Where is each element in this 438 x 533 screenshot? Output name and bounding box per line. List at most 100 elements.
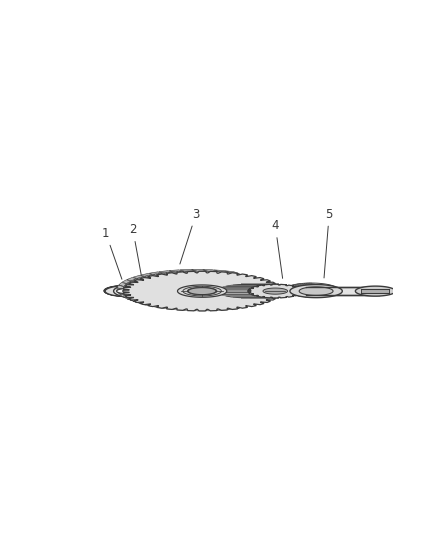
Polygon shape (141, 301, 148, 303)
Polygon shape (285, 283, 338, 296)
Polygon shape (214, 270, 230, 272)
Polygon shape (226, 296, 262, 297)
Polygon shape (171, 272, 180, 274)
Polygon shape (130, 297, 137, 300)
Polygon shape (139, 301, 147, 303)
Polygon shape (180, 309, 196, 311)
Polygon shape (113, 293, 116, 294)
Polygon shape (122, 296, 125, 297)
Polygon shape (117, 288, 137, 294)
Polygon shape (286, 287, 291, 289)
Polygon shape (160, 305, 169, 308)
Polygon shape (127, 299, 138, 303)
Polygon shape (119, 282, 127, 287)
Polygon shape (135, 300, 143, 302)
Polygon shape (129, 287, 157, 294)
Polygon shape (233, 297, 270, 298)
Polygon shape (159, 271, 174, 273)
Polygon shape (179, 307, 188, 309)
Polygon shape (286, 287, 292, 289)
Polygon shape (151, 274, 159, 277)
Polygon shape (147, 275, 155, 278)
Polygon shape (180, 269, 196, 272)
Polygon shape (248, 284, 303, 298)
Polygon shape (117, 295, 120, 296)
Polygon shape (292, 285, 297, 287)
Polygon shape (177, 285, 227, 297)
Polygon shape (191, 269, 207, 271)
Polygon shape (119, 294, 127, 298)
Polygon shape (298, 295, 304, 297)
Polygon shape (177, 271, 185, 273)
Polygon shape (116, 288, 135, 293)
Polygon shape (115, 294, 117, 295)
Polygon shape (121, 296, 124, 297)
Polygon shape (224, 306, 240, 310)
Polygon shape (187, 308, 196, 309)
Polygon shape (285, 289, 290, 292)
Polygon shape (126, 284, 129, 285)
Polygon shape (290, 285, 342, 297)
Polygon shape (123, 288, 129, 291)
Polygon shape (309, 283, 316, 285)
Polygon shape (115, 287, 118, 288)
Polygon shape (193, 271, 202, 273)
Polygon shape (129, 296, 136, 299)
Polygon shape (123, 288, 129, 290)
Polygon shape (168, 306, 177, 308)
Polygon shape (202, 309, 219, 311)
Polygon shape (289, 287, 323, 295)
Polygon shape (118, 286, 120, 287)
Polygon shape (263, 288, 288, 294)
Polygon shape (117, 288, 137, 294)
Polygon shape (104, 292, 106, 293)
Polygon shape (300, 284, 306, 285)
Polygon shape (300, 295, 306, 297)
Polygon shape (141, 273, 154, 277)
Polygon shape (158, 305, 166, 307)
Polygon shape (226, 285, 262, 286)
Polygon shape (289, 293, 295, 295)
Polygon shape (220, 285, 269, 297)
Polygon shape (113, 289, 114, 290)
Polygon shape (115, 287, 117, 288)
Polygon shape (290, 294, 296, 295)
Polygon shape (191, 309, 207, 311)
Polygon shape (127, 284, 131, 285)
Polygon shape (117, 285, 124, 289)
Polygon shape (292, 294, 297, 296)
Polygon shape (296, 295, 302, 297)
Polygon shape (191, 308, 199, 309)
Polygon shape (286, 290, 291, 293)
Polygon shape (301, 284, 308, 285)
Polygon shape (142, 302, 150, 304)
Polygon shape (304, 296, 310, 297)
Polygon shape (127, 283, 134, 286)
Polygon shape (112, 290, 113, 292)
Polygon shape (147, 303, 155, 305)
Polygon shape (117, 288, 123, 293)
Polygon shape (129, 281, 136, 284)
Polygon shape (122, 296, 132, 301)
Polygon shape (220, 286, 255, 288)
Polygon shape (185, 271, 194, 273)
Polygon shape (293, 294, 299, 296)
Polygon shape (224, 271, 240, 273)
Polygon shape (355, 286, 396, 296)
Polygon shape (214, 308, 230, 310)
Polygon shape (126, 294, 133, 297)
Polygon shape (124, 293, 131, 295)
Polygon shape (127, 295, 134, 298)
Polygon shape (202, 269, 219, 272)
Polygon shape (298, 284, 304, 286)
Polygon shape (137, 278, 145, 280)
Polygon shape (173, 306, 182, 309)
Polygon shape (177, 307, 185, 309)
Polygon shape (187, 271, 196, 273)
Polygon shape (124, 286, 130, 289)
Polygon shape (131, 288, 158, 295)
Polygon shape (127, 282, 134, 285)
Polygon shape (123, 290, 129, 293)
Polygon shape (286, 290, 290, 292)
Polygon shape (133, 301, 146, 305)
